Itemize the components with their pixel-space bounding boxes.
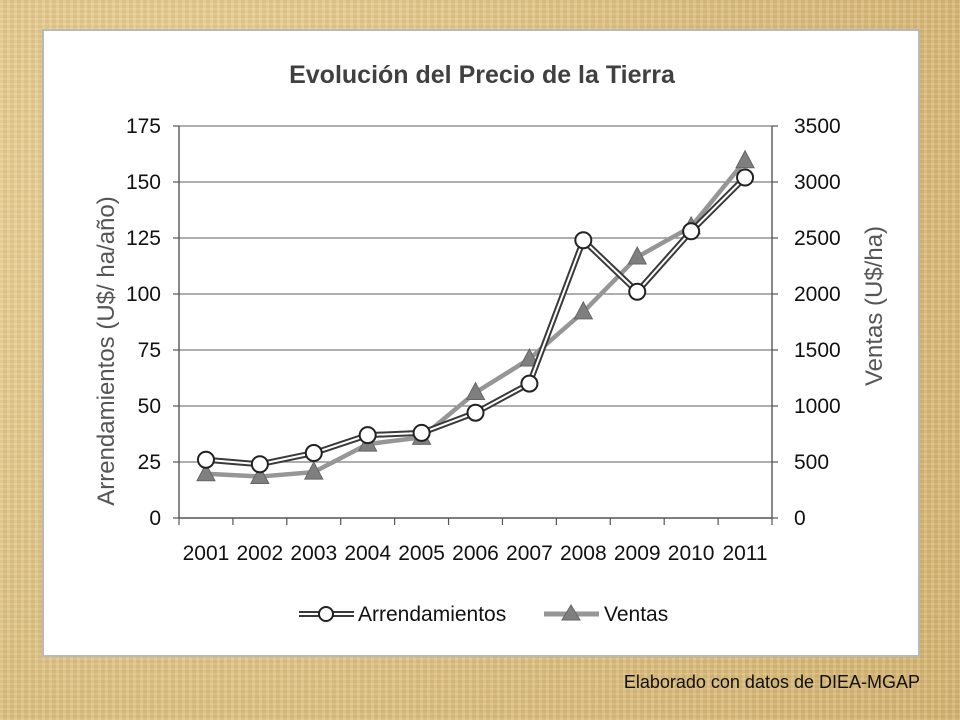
y-right-tick-label: 2000 <box>794 283 841 306</box>
arrendamientos-point <box>304 444 323 463</box>
y-left-tick-label: 50 <box>138 395 161 418</box>
y-right-tick-label: 3000 <box>794 171 841 194</box>
y-left-tick-label: 0 <box>149 507 161 530</box>
ventas-point <box>465 381 486 401</box>
ventas-point <box>627 245 648 265</box>
y-left-tick-label: 25 <box>138 451 161 474</box>
y-left-tick-label: 125 <box>126 227 161 250</box>
ventas-point <box>735 149 755 169</box>
y-right-tick-label: 1000 <box>794 395 841 418</box>
x-tick-label: 2006 <box>452 542 499 565</box>
legend-label-arrendamientos: Arrendamientos <box>358 603 506 626</box>
x-tick-label: 2003 <box>290 542 337 565</box>
chart-panel: Evolución del Precio de la Tierra 0 25 50 7… <box>42 29 920 657</box>
x-tick-label: 2008 <box>560 542 607 565</box>
arrendamientos-point <box>520 374 539 393</box>
legend-label-ventas: Ventas <box>604 603 668 626</box>
arrendamientos-point <box>466 403 485 422</box>
y-left-axis-label: Arrendamientos (U$/ ha/año) <box>93 196 120 506</box>
y-right-tick-label: 3500 <box>794 115 841 138</box>
x-tick-label: 2007 <box>506 542 553 565</box>
axes-layer: 0 25 50 75 100 125 150 175 0 500 1000 1500 2000 2500 3… <box>126 115 841 565</box>
ventas-point <box>519 347 540 367</box>
x-tick-label: 2002 <box>237 542 284 565</box>
y-right-tick-label: 500 <box>794 451 829 474</box>
ventas-point <box>303 461 324 480</box>
arrendamientos-point <box>358 426 377 445</box>
chart-title: Evolución del Precio de la Tierra <box>289 61 676 89</box>
arrendamientos-point <box>628 282 647 301</box>
chart: Evolución del Precio de la Tierra 0 25 50 7… <box>93 61 888 626</box>
legend-marker-triangle <box>561 604 581 621</box>
y-left-tick-label: 100 <box>126 283 161 306</box>
ventas-point <box>250 465 270 485</box>
x-tick-label: 2005 <box>398 542 445 565</box>
arrendamientos-point <box>682 222 701 241</box>
grid-layer <box>179 125 772 463</box>
x-tick-label: 2001 <box>183 542 230 565</box>
arrendamientos-point <box>412 423 431 442</box>
y-right-tick-label: 2500 <box>794 227 841 250</box>
legend-marker-circle <box>318 606 334 622</box>
y-right-axis-label: Ventas (U$/ha) <box>861 226 888 386</box>
series-layer <box>196 149 755 485</box>
y-left-tick-label: 150 <box>126 171 161 194</box>
x-tick-label: 2009 <box>614 542 661 565</box>
ventas-point <box>196 462 216 482</box>
arrendamientos-point <box>736 168 755 187</box>
arrendamientos-point <box>196 450 215 469</box>
legend: Arrendamientos Ventas <box>299 603 668 626</box>
y-left-tick-label: 75 <box>138 339 161 362</box>
arrendamientos-point <box>574 231 593 250</box>
x-tick-label: 2011 <box>722 542 767 565</box>
x-tick-label: 2010 <box>668 542 715 565</box>
y-left-tick-label: 175 <box>126 115 161 138</box>
series-line-ventas <box>205 159 747 479</box>
y-right-tick-label: 1500 <box>794 339 841 362</box>
ventas-point <box>573 300 594 320</box>
x-tick-label: 2004 <box>344 542 391 565</box>
arrendamientos-point <box>250 455 269 474</box>
source-note: Elaborado con datos de DIEA-MGAP <box>623 672 920 692</box>
y-right-tick-label: 0 <box>794 507 806 530</box>
